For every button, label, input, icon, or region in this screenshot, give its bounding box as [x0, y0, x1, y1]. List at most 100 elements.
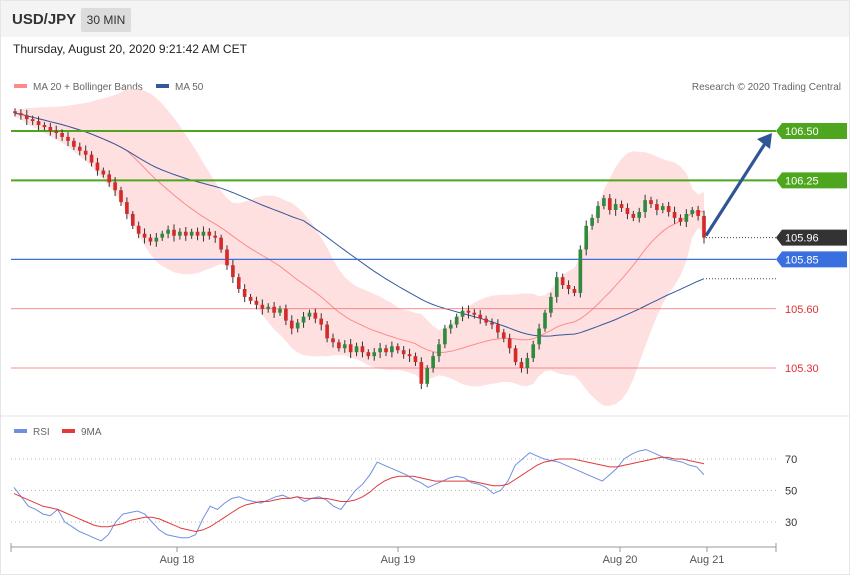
ma50-line: [14, 112, 705, 337]
candle-body: [136, 225, 141, 234]
legend-rsi-label: RSI: [33, 427, 50, 438]
pivot-tag: 105.85: [776, 251, 847, 268]
candle: [384, 344, 388, 357]
candle-body: [560, 277, 565, 286]
candle: [607, 194, 612, 215]
candle-body: [519, 362, 524, 368]
candle: [289, 315, 294, 335]
candle: [278, 305, 282, 316]
candle: [101, 167, 106, 178]
timeframe-button[interactable]: 30 MIN: [81, 8, 131, 32]
candle: [454, 313, 459, 328]
support-label-5: 105.30: [785, 363, 819, 375]
pivot-tag-bg: [776, 251, 847, 268]
source-credit: Research © 2020 Trading Central: [692, 82, 841, 93]
candle: [119, 186, 123, 207]
candle-body: [472, 312, 477, 315]
resistance-tag-label: 106.50: [785, 126, 819, 138]
candle: [537, 323, 541, 350]
candle-body: [183, 231, 188, 236]
candle-body: [54, 131, 59, 133]
candle-body: [307, 312, 312, 317]
candle: [24, 109, 29, 126]
candle: [666, 201, 671, 217]
candle: [13, 108, 17, 117]
candle: [678, 214, 683, 226]
candle: [602, 195, 606, 210]
candle: [89, 151, 94, 167]
candle: [83, 145, 88, 161]
candle: [584, 220, 589, 256]
x-tick-label-0: Aug 18: [160, 554, 195, 566]
forecast-arrow: [704, 133, 772, 237]
candle: [183, 226, 188, 241]
timestamp: Thursday, August 20, 2020 9:21:42 AM CET: [13, 42, 247, 56]
candle-body: [24, 115, 29, 120]
candle: [113, 177, 117, 197]
bollinger-band: [15, 88, 704, 406]
candle-body: [596, 206, 600, 218]
candle: [19, 109, 23, 120]
top-bar: USD/JPY 30 MIN: [0, 0, 850, 37]
candle: [496, 319, 500, 339]
candle: [519, 357, 524, 373]
candle-body: [478, 314, 483, 319]
x-tick-label-3: Aug 21: [690, 554, 725, 566]
candle-body: [225, 249, 229, 266]
candle-body: [166, 229, 170, 234]
candle: [136, 221, 141, 239]
candle-body: [248, 296, 253, 301]
last-price-tag: 105.96: [776, 229, 847, 246]
candle-body: [301, 316, 306, 323]
candle: [148, 234, 153, 246]
candle-body: [631, 213, 636, 218]
candle: [401, 346, 406, 359]
candle: [513, 345, 518, 366]
candle: [213, 230, 218, 243]
candle: [272, 302, 276, 318]
candle: [437, 338, 441, 363]
candle-body: [295, 322, 300, 329]
x-tick-label-2: Aug 20: [603, 554, 638, 566]
candle-body: [448, 324, 453, 329]
candle-body: [19, 113, 23, 116]
candles: [13, 108, 706, 390]
candle-body: [342, 344, 347, 349]
candle-body: [195, 231, 200, 236]
candle: [77, 142, 82, 156]
candle-body: [625, 208, 630, 214]
candle-body: [696, 210, 700, 216]
candle: [378, 342, 382, 359]
candle-body: [395, 346, 400, 351]
candle: [142, 228, 147, 244]
candle-body: [113, 182, 117, 191]
candle-body: [201, 231, 206, 236]
candle: [337, 339, 341, 352]
candle-body: [454, 316, 459, 325]
candle: [460, 306, 465, 322]
candle: [225, 245, 229, 270]
candle: [125, 197, 129, 220]
legend-9ma-swatch: [62, 429, 75, 433]
candle-body: [119, 190, 123, 203]
candle-body: [637, 211, 642, 218]
candle: [60, 129, 64, 141]
candle-body: [236, 277, 241, 289]
candle-body: [401, 350, 406, 355]
candle: [472, 309, 477, 319]
candle: [354, 342, 359, 357]
candle-body: [460, 310, 465, 317]
candle-body: [649, 200, 653, 205]
candle-body: [501, 332, 506, 339]
candle: [625, 203, 630, 220]
candle-body: [207, 231, 212, 236]
rsi-tick-label-30: 30: [785, 517, 797, 529]
candle: [36, 116, 41, 131]
candle-body: [390, 346, 394, 353]
candle: [613, 198, 618, 216]
candle-body: [325, 324, 329, 339]
candle: [431, 352, 435, 373]
legend-ma50-swatch: [156, 84, 169, 88]
symbol-title: USD/JPY: [12, 11, 77, 28]
candle-body: [407, 354, 412, 357]
